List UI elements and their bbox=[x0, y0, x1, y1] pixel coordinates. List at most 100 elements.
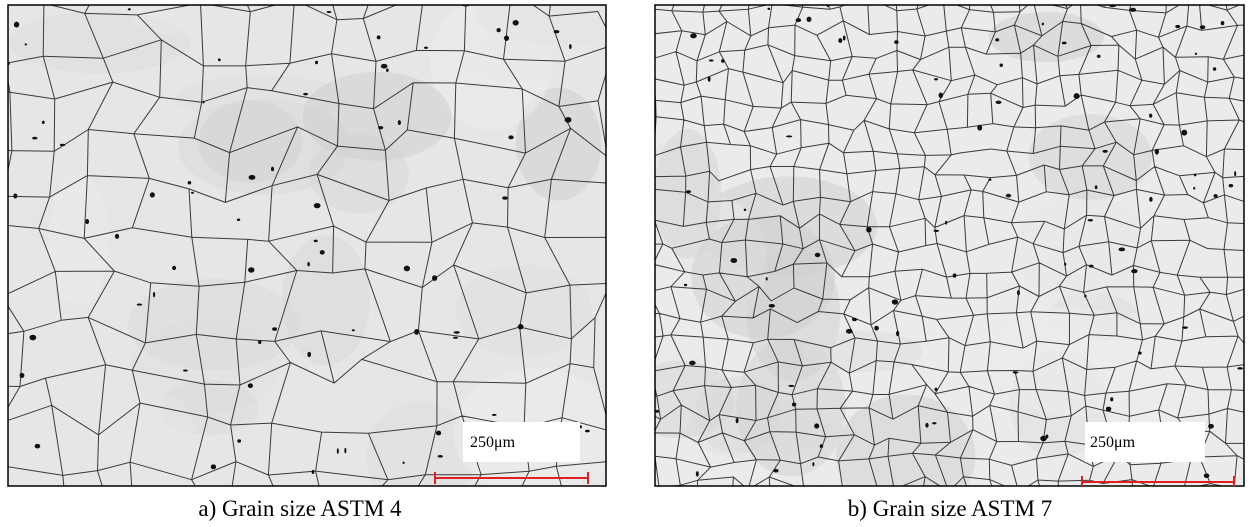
caption: b) Grain size ASTM 7 bbox=[848, 496, 1052, 521]
inclusion bbox=[977, 125, 982, 131]
inclusion bbox=[1084, 295, 1086, 298]
inclusion bbox=[894, 40, 898, 44]
inclusion bbox=[518, 324, 524, 329]
inclusion bbox=[386, 68, 389, 72]
inclusion bbox=[438, 455, 443, 458]
inclusion bbox=[686, 190, 691, 193]
inclusion bbox=[183, 369, 188, 371]
inclusion bbox=[1149, 197, 1152, 202]
inclusion bbox=[352, 329, 355, 331]
inclusion bbox=[709, 59, 713, 61]
inclusion bbox=[191, 192, 194, 194]
inclusion bbox=[424, 47, 428, 49]
inclusion bbox=[402, 461, 404, 464]
inclusion bbox=[1131, 269, 1137, 273]
inclusion bbox=[933, 230, 939, 232]
inclusion bbox=[773, 469, 778, 473]
inclusion bbox=[1155, 149, 1159, 155]
inclusion bbox=[249, 175, 256, 180]
inclusion bbox=[414, 329, 419, 335]
inclusion bbox=[814, 423, 819, 428]
inclusion bbox=[892, 299, 898, 304]
inclusion bbox=[744, 209, 747, 211]
inclusion bbox=[1193, 187, 1195, 190]
inclusion bbox=[218, 58, 221, 61]
inclusion bbox=[137, 304, 142, 306]
inclusion bbox=[866, 227, 871, 233]
inclusion bbox=[708, 76, 711, 82]
inclusion bbox=[846, 329, 853, 334]
inclusion bbox=[432, 275, 437, 281]
inclusion bbox=[381, 64, 388, 69]
inclusion bbox=[172, 266, 176, 270]
inclusion bbox=[1006, 194, 1011, 198]
inclusion bbox=[925, 423, 928, 428]
inclusion bbox=[1181, 130, 1187, 136]
inclusion bbox=[565, 117, 572, 123]
inclusion bbox=[1046, 435, 1049, 439]
inclusion bbox=[988, 179, 991, 181]
inclusion bbox=[1089, 265, 1094, 268]
inclusion bbox=[1195, 53, 1197, 55]
inclusion bbox=[767, 8, 770, 10]
inclusion bbox=[272, 327, 277, 331]
scale-label: 250μm bbox=[1090, 434, 1136, 451]
inclusion bbox=[492, 414, 497, 416]
inclusion bbox=[128, 8, 131, 10]
inclusion bbox=[1097, 55, 1101, 58]
inclusion bbox=[25, 43, 27, 45]
inclusion bbox=[1110, 397, 1113, 401]
inclusion bbox=[314, 203, 321, 208]
inclusion bbox=[1200, 25, 1206, 29]
inclusion bbox=[796, 18, 802, 22]
inclusion bbox=[689, 361, 696, 366]
inclusion bbox=[508, 135, 513, 139]
inclusion bbox=[684, 284, 687, 286]
inclusion bbox=[14, 22, 19, 28]
inclusion bbox=[769, 304, 775, 308]
inclusion bbox=[320, 250, 325, 255]
inclusion bbox=[327, 11, 332, 13]
inclusion bbox=[1204, 473, 1210, 478]
inclusion bbox=[377, 35, 381, 39]
inclusion bbox=[307, 262, 310, 266]
inclusion bbox=[838, 38, 842, 43]
inclusion bbox=[312, 470, 315, 474]
inclusion bbox=[303, 93, 308, 95]
inclusion bbox=[315, 61, 318, 64]
shade bbox=[624, 361, 735, 438]
inclusion bbox=[1194, 174, 1197, 177]
caption: a) Grain size ASTM 4 bbox=[198, 496, 402, 521]
inclusion bbox=[1000, 64, 1003, 67]
inclusion bbox=[934, 388, 937, 392]
inclusion bbox=[35, 444, 41, 449]
inclusion bbox=[211, 464, 216, 469]
inclusion bbox=[1102, 150, 1107, 153]
inclusion bbox=[812, 462, 814, 466]
inclusion bbox=[398, 120, 401, 125]
inclusion bbox=[258, 340, 261, 344]
inclusion bbox=[504, 35, 509, 40]
inclusion bbox=[29, 335, 36, 341]
shade bbox=[106, 391, 194, 468]
inclusion bbox=[307, 352, 311, 357]
inclusion bbox=[454, 331, 460, 334]
shade bbox=[282, 235, 370, 366]
inclusion bbox=[580, 425, 582, 428]
inclusion bbox=[788, 385, 794, 387]
inclusion bbox=[1237, 367, 1243, 370]
figure: 250μm a) Grain size ASTM 4 250μm b) Grai… bbox=[0, 0, 1252, 527]
inclusion bbox=[1095, 185, 1098, 189]
inclusion bbox=[1213, 194, 1217, 198]
inclusion bbox=[731, 258, 738, 263]
inclusion bbox=[42, 121, 45, 124]
inclusion bbox=[1208, 424, 1214, 429]
inclusion bbox=[248, 383, 253, 388]
inclusion bbox=[453, 337, 458, 339]
inclusion bbox=[807, 17, 812, 22]
inclusion bbox=[202, 101, 204, 104]
inclusion bbox=[736, 418, 739, 423]
inclusion bbox=[874, 326, 879, 331]
inclusion bbox=[995, 101, 1001, 104]
inclusion bbox=[820, 444, 823, 448]
